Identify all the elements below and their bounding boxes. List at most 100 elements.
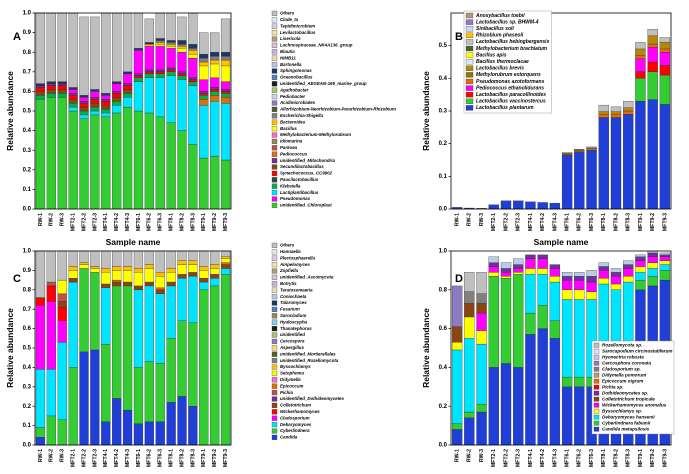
bar-segment (133, 250, 144, 269)
bar-segment (525, 201, 536, 210)
x-tick-label: MFT4-1 (528, 449, 534, 467)
bar-segment (500, 272, 512, 277)
x-tick-label: MFT4-1 (103, 449, 109, 467)
bar-segment (188, 44, 198, 49)
bar-segment (537, 305, 548, 329)
bar-segment (133, 268, 144, 273)
bar-segment (500, 363, 512, 446)
bar-segment (177, 264, 187, 275)
bar-segment (199, 54, 209, 59)
x-tick-label: MFT9-3 (223, 213, 229, 231)
bar-segment (647, 47, 658, 63)
bar-segment (549, 281, 561, 321)
bar-segment (144, 46, 154, 70)
bar-segment (122, 85, 133, 90)
bar-segment (144, 44, 154, 47)
bar-segment (79, 268, 89, 353)
y-tick-label: 0.5 (23, 346, 32, 352)
bar-segment (476, 330, 487, 345)
x-tick-label: RW-1 (38, 449, 44, 462)
bar-segment (488, 367, 499, 446)
legend-swatch (465, 78, 474, 85)
legend-label: Wickerhamomyces (280, 409, 320, 414)
bar-segment (220, 89, 231, 92)
bar-segment (513, 367, 524, 446)
legend-swatch (271, 338, 278, 344)
bar-segment (144, 250, 154, 265)
legend-swatch (271, 402, 278, 408)
bar-segment (79, 118, 89, 210)
y-tick-label: 0.7 (23, 307, 32, 313)
bar-segment (488, 276, 499, 368)
legend-swatch (465, 72, 474, 78)
bar-segment (635, 266, 646, 273)
legend-label: Debaryomyces (280, 422, 312, 427)
legend-label: Cyberlindnera (280, 428, 310, 433)
x-tick-label: MFT6-3 (158, 449, 164, 467)
bar-segment (210, 77, 220, 88)
bar-segment (635, 48, 646, 56)
bar-segment (586, 150, 597, 210)
bar-segment (610, 111, 622, 115)
bar-segment (46, 281, 56, 287)
bar-segment (122, 270, 133, 283)
bar-segment (500, 262, 512, 269)
bar-segment (623, 268, 634, 277)
legend-swatch (593, 354, 600, 360)
legend-swatch (271, 326, 278, 332)
bar-segment (46, 93, 56, 98)
x-tick-label: MFT2-1 (70, 213, 76, 231)
bar-segment (144, 268, 154, 283)
bar-segment (79, 16, 89, 96)
legend-label: Epicoccum nigrum (602, 378, 643, 383)
bar-segment (155, 421, 165, 446)
legend-label: Pediococcus (280, 151, 308, 156)
legend-swatch (271, 268, 278, 274)
legend-box (591, 340, 675, 435)
legend-swatch (271, 262, 278, 268)
bar-segment (464, 316, 475, 339)
bar-segment (586, 270, 597, 277)
x-tick-label: MFT6-2 (577, 213, 583, 231)
bar-segment (574, 289, 585, 300)
x-tick-label: MFT8-2 (179, 213, 185, 231)
legend-swatch (271, 68, 278, 74)
legend-label: Colletotrichum (280, 403, 311, 408)
legend-swatch (271, 351, 278, 357)
bar-segment (464, 338, 475, 413)
bar-segment (166, 42, 176, 45)
legend-label: Aspergillus (279, 345, 304, 350)
y-tick-label: 0.3 (23, 148, 32, 154)
y-tick-label: 0.1 (439, 174, 448, 180)
y-tick-label: 0.2 (23, 167, 32, 173)
bar-segment (90, 89, 100, 92)
bar-segment (122, 93, 133, 98)
x-tick-label: MFT6-1 (564, 449, 570, 467)
legend-label: Lactobacillus sp. BHWM-4 (476, 19, 539, 25)
legend-label: Cyberlindnera fabianii (602, 420, 651, 425)
bar-segment (199, 57, 209, 63)
bar-segment (90, 106, 100, 112)
legend-swatch (271, 287, 278, 293)
bar-segment (659, 270, 671, 281)
bar-segment (574, 376, 585, 387)
x-tick-label: MFT2-1 (491, 449, 497, 467)
bar-segment (112, 12, 122, 82)
legend-swatch (593, 390, 600, 396)
legend-swatch (271, 62, 278, 68)
y-tick-label: 0.0 (439, 207, 448, 213)
bar-segment (464, 303, 475, 318)
bar-segment (57, 97, 67, 210)
legend-label: Methylobacterium brachiatum (476, 46, 548, 52)
bar-segment (586, 281, 597, 292)
legend-swatch (271, 281, 278, 287)
bar-segment (210, 89, 220, 92)
bar-segment (537, 274, 548, 306)
x-tick-label: MFT9-1 (638, 449, 644, 467)
bar-segment (500, 200, 512, 210)
bar-segment (166, 71, 176, 76)
x-tick-label: MFT6-1 (136, 449, 142, 467)
x-tick-label: RW-1 (454, 449, 460, 462)
bar-segment (188, 144, 198, 210)
bar-segment (166, 40, 176, 43)
